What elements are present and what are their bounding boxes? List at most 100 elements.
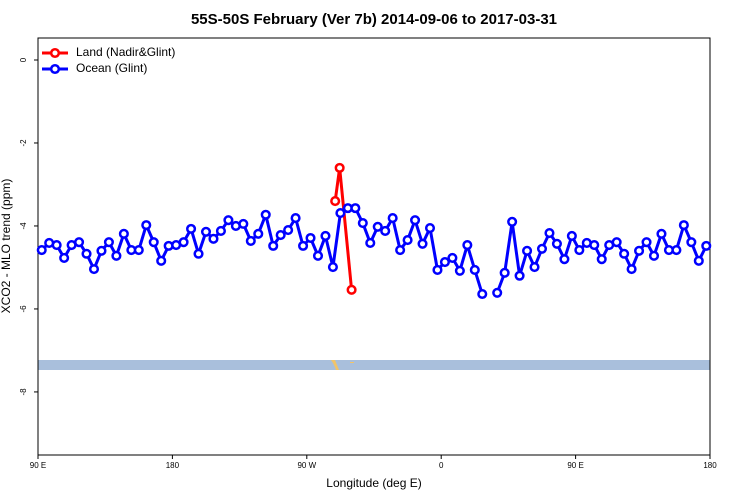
series-point (141, 220, 152, 231)
series-point (634, 245, 645, 256)
series-point (346, 284, 357, 295)
series-point (335, 208, 346, 219)
marks (36, 162, 712, 300)
series-point (283, 225, 294, 236)
series-point (327, 261, 338, 273)
series-point (245, 235, 256, 246)
series-point (238, 218, 249, 229)
series-point (507, 216, 518, 227)
series-point (51, 239, 62, 251)
series-point (36, 244, 47, 256)
series-point (312, 250, 324, 261)
land-specks (331, 360, 354, 370)
series-point (334, 162, 345, 173)
series-point (477, 288, 488, 300)
series-point (111, 250, 122, 261)
series-point (469, 264, 480, 275)
series-point (424, 222, 436, 234)
x-tick-label: 90 E (567, 461, 583, 470)
series-point (492, 287, 503, 298)
series-point (223, 215, 234, 226)
series-point (656, 228, 667, 239)
series-point (454, 265, 465, 276)
y-axis-label: XCO2 - MLO trend (ppm) (0, 179, 13, 314)
series-point (268, 240, 279, 251)
series-point (693, 255, 704, 266)
series-point (611, 237, 622, 248)
series-point (678, 220, 689, 231)
series-point (395, 244, 406, 256)
series-point (215, 225, 226, 236)
series-point (402, 235, 413, 246)
series-point (648, 250, 660, 261)
series-point (59, 252, 70, 263)
series-point (156, 255, 167, 266)
x-tick-label: 90 W (297, 461, 316, 470)
series-point (350, 203, 361, 214)
legend-label: Land (Nadir&Glint) (76, 45, 175, 59)
x-tick-label: 180 (703, 461, 717, 470)
series-point (275, 230, 286, 241)
series-point (387, 213, 398, 224)
series-point (208, 233, 219, 244)
series-point (529, 261, 540, 273)
series-point (499, 267, 510, 278)
series-point (133, 244, 144, 256)
series-point (596, 254, 607, 265)
series-point (103, 237, 114, 248)
series-point (574, 244, 585, 256)
series-point (380, 225, 391, 236)
series-point (522, 245, 533, 256)
series-point (200, 226, 212, 237)
series-point (320, 230, 331, 241)
series-point (330, 196, 341, 207)
series-point (148, 237, 159, 248)
series-point (641, 237, 652, 248)
series-point (514, 270, 525, 281)
chart-title: 55S-50S February (Ver 7b) 2014-09-06 to … (191, 11, 557, 28)
legend-marker (49, 47, 61, 59)
series-point (372, 221, 383, 232)
series-point (447, 252, 458, 263)
y-tick-label: -2 (19, 139, 28, 147)
series-point (439, 257, 450, 268)
series-point (298, 240, 309, 251)
x-tick-label: 180 (166, 461, 180, 470)
series-point (290, 213, 301, 224)
series-point (96, 245, 107, 256)
series-point (536, 243, 548, 254)
surface-band (38, 360, 710, 370)
series-point (462, 239, 473, 251)
legend-marker (49, 63, 61, 75)
series-point (365, 237, 376, 249)
series-point (74, 237, 85, 248)
series-point (671, 244, 682, 256)
series-point (118, 228, 129, 239)
series-point (186, 223, 197, 234)
x-tick-label: 90 E (30, 461, 46, 470)
series-point (305, 232, 316, 244)
x-axis-label: Longitude (deg E) (326, 476, 421, 490)
series-point (589, 239, 600, 251)
y-tick-label: -6 (19, 305, 28, 313)
x-tick-label: 0 (439, 461, 444, 470)
series-point (253, 228, 264, 239)
series-point (566, 230, 577, 241)
series-point (260, 209, 271, 220)
series-point (81, 248, 92, 259)
series-point (432, 264, 443, 275)
y-tick-label: 0 (19, 57, 28, 62)
series-point (88, 264, 100, 275)
series-point (410, 215, 421, 226)
series-point (559, 254, 570, 265)
y-tick-label: -4 (19, 222, 28, 230)
series-point (357, 218, 368, 229)
series-point (551, 238, 562, 249)
series-point (686, 237, 697, 248)
series-point (626, 264, 637, 275)
legend-label: Ocean (Glint) (76, 61, 147, 75)
y-tick-label: -8 (19, 388, 28, 396)
series-point (178, 237, 189, 248)
series-point (544, 227, 555, 239)
